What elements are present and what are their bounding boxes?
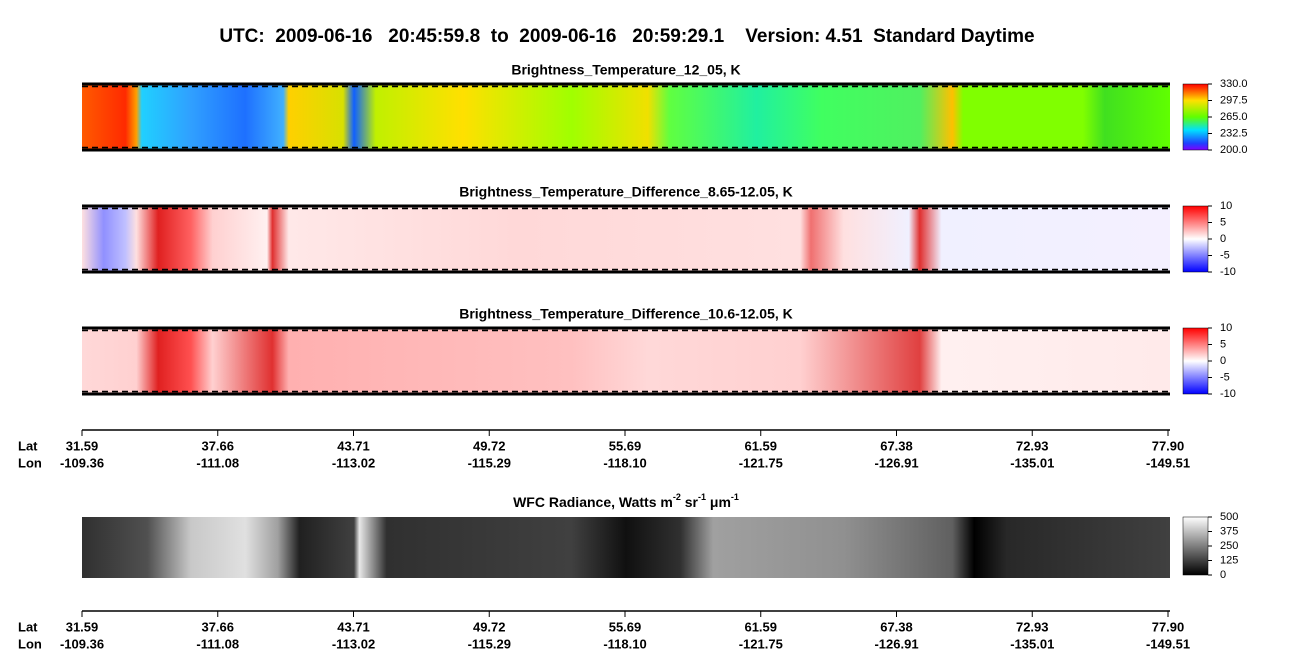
lon-label: -118.10 [603,455,646,470]
panel-title: Brightness_Temperature_Difference_8.65-1… [459,184,793,200]
colorbar-label: 0 [1220,355,1226,367]
lat-label: 37.66 [201,438,234,453]
axis-label: Lon [18,636,42,651]
lon-label: -118.10 [603,636,646,651]
colorbar-label: 10 [1220,322,1232,334]
axis-label: Lon [18,455,42,470]
panel-title: WFC Radiance, Watts m-2 sr-1 μm-1 [513,492,739,509]
colorbar-label: 375 [1220,525,1238,537]
title-part: μm [706,494,731,510]
colorbar-label: 0 [1220,569,1226,581]
colorbar-label: 10 [1220,200,1232,212]
lat-label: 72.93 [1016,619,1049,634]
colorbar [1182,205,1209,273]
colorbar-label: -10 [1220,266,1236,278]
lon-label: -135.01 [1010,455,1054,470]
lon-label: -149.51 [1146,455,1190,470]
lon-label: -109.36 [60,455,104,470]
lon-label: -121.75 [739,455,783,470]
image-panel [82,84,1170,150]
figure-title: UTC: 2009-06-16 20:45:59.8 to 2009-06-16… [219,26,1034,47]
lat-label: 43.71 [337,619,370,634]
panel-title: Brightness_Temperature_Difference_10.6-1… [459,306,793,322]
colorbar-label: 232.5 [1220,127,1248,139]
title-part: -2 [673,492,681,502]
lat-label: 37.66 [201,619,234,634]
lat-label: 31.59 [66,619,99,634]
lat-label: 77.90 [1152,438,1185,453]
colorbar-label: 200.0 [1220,144,1248,156]
colorbar-label: 5 [1220,338,1226,350]
colorbar-label: 500 [1220,511,1238,523]
colorbar-label: 0 [1220,233,1226,245]
title-part: WFC Radiance, Watts m [513,494,673,510]
image-panel [82,517,1170,578]
lat-label: 43.71 [337,438,370,453]
colorbar-label: 330.0 [1220,78,1248,90]
lat-label: 49.72 [473,619,506,634]
colorbar-label: 125 [1220,554,1238,566]
title-part: -1 [698,492,706,502]
colorbar-label: -10 [1220,388,1236,400]
colorbar-label: -5 [1220,371,1230,383]
colorbar-label: -5 [1220,249,1230,261]
lat-label: 61.59 [744,619,777,634]
image-panel [82,328,1170,394]
lat-label: 61.59 [744,438,777,453]
axis-label: Lat [18,438,38,453]
lon-label: -113.02 [332,636,375,651]
lon-label: -111.08 [196,636,239,651]
lat-label: 67.38 [880,438,913,453]
lon-label: -126.91 [874,455,918,470]
axis-label: Lat [18,619,38,634]
title-part: -1 [731,492,739,502]
colorbar [1182,83,1209,151]
colorbar [1182,327,1209,395]
colorbar-label: 297.5 [1220,94,1248,106]
lon-label: -121.75 [739,636,783,651]
colorbar-label: 265.0 [1220,111,1248,123]
lat-label: 55.69 [609,619,642,634]
lon-label: -113.02 [332,455,375,470]
colorbar-label: 250 [1220,540,1238,552]
lon-label: -115.29 [468,636,511,651]
lon-label: -111.08 [196,455,239,470]
lat-label: 55.69 [609,438,642,453]
lat-label: 49.72 [473,438,506,453]
lon-label: -149.51 [1146,636,1190,651]
lon-label: -115.29 [468,455,511,470]
lat-label: 31.59 [66,438,99,453]
lat-label: 72.93 [1016,438,1049,453]
colorbar [1182,516,1209,576]
lon-label: -126.91 [874,636,918,651]
image-panel [82,206,1170,272]
title-part: sr [681,494,699,510]
panel-title: Brightness_Temperature_12_05, K [511,62,740,78]
lon-label: -135.01 [1010,636,1054,651]
colorbar-label: 5 [1220,216,1226,228]
lat-label: 67.38 [880,619,913,634]
lon-label: -109.36 [60,636,104,651]
lat-label: 77.90 [1152,619,1185,634]
